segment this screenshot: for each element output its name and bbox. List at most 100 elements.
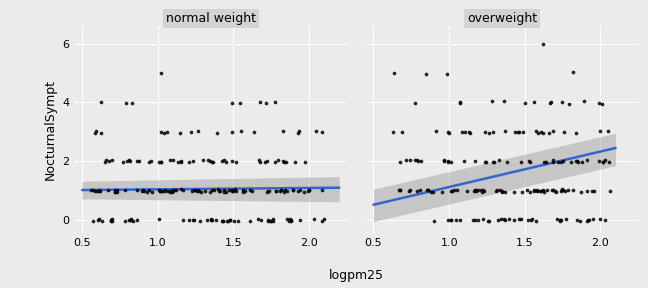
Point bbox=[502, 159, 513, 164]
Point bbox=[240, 189, 251, 193]
Point bbox=[275, 187, 286, 192]
Point bbox=[155, 189, 165, 193]
Point bbox=[480, 159, 491, 164]
Point bbox=[446, 159, 457, 164]
Point bbox=[165, 190, 175, 194]
Text: logpm25: logpm25 bbox=[329, 269, 384, 282]
Point bbox=[575, 219, 585, 223]
Point bbox=[588, 217, 598, 221]
Point bbox=[100, 160, 110, 165]
Point bbox=[156, 160, 167, 164]
Point bbox=[532, 187, 542, 192]
Point bbox=[220, 189, 231, 194]
Point bbox=[124, 217, 135, 222]
Point bbox=[138, 187, 148, 192]
Point bbox=[178, 188, 188, 192]
Point bbox=[255, 100, 266, 105]
Point bbox=[412, 189, 422, 193]
Point bbox=[95, 188, 105, 193]
Point bbox=[206, 217, 216, 222]
Point bbox=[169, 188, 179, 192]
Point bbox=[528, 187, 538, 192]
Point bbox=[455, 217, 465, 222]
Point bbox=[231, 189, 242, 194]
Point bbox=[597, 101, 607, 106]
Point bbox=[597, 160, 608, 164]
Point bbox=[249, 130, 260, 135]
Point bbox=[431, 129, 441, 133]
Point bbox=[555, 160, 566, 164]
Point bbox=[509, 190, 519, 194]
Point bbox=[279, 189, 290, 194]
Point bbox=[132, 188, 142, 192]
Point bbox=[156, 189, 167, 193]
Point bbox=[603, 128, 613, 133]
Point bbox=[227, 188, 237, 192]
Point bbox=[208, 160, 218, 164]
Point bbox=[94, 217, 104, 221]
Point bbox=[487, 160, 498, 164]
Point bbox=[499, 217, 509, 221]
Point bbox=[211, 130, 222, 135]
Point bbox=[273, 158, 283, 162]
Point bbox=[303, 187, 314, 192]
Point bbox=[189, 218, 200, 223]
Point bbox=[233, 218, 244, 223]
Point bbox=[525, 160, 535, 164]
Point bbox=[595, 129, 605, 133]
Point bbox=[488, 130, 498, 134]
Point bbox=[538, 188, 548, 192]
Point bbox=[557, 100, 567, 104]
Point bbox=[439, 158, 449, 162]
Point bbox=[527, 217, 537, 221]
Point bbox=[556, 188, 566, 193]
Point bbox=[553, 160, 564, 165]
Point bbox=[538, 41, 548, 46]
Point bbox=[443, 159, 454, 163]
Point bbox=[157, 189, 167, 194]
Point bbox=[175, 130, 185, 135]
Point bbox=[244, 187, 255, 192]
Point bbox=[281, 159, 291, 164]
Point bbox=[589, 189, 599, 194]
Point bbox=[189, 187, 200, 192]
Point bbox=[303, 189, 313, 194]
Point bbox=[119, 188, 130, 192]
Point bbox=[395, 160, 405, 164]
Point bbox=[261, 101, 272, 105]
Point bbox=[94, 189, 104, 194]
Point bbox=[445, 218, 456, 222]
Point bbox=[103, 188, 113, 193]
Point bbox=[545, 101, 555, 105]
Point bbox=[524, 158, 535, 163]
Point bbox=[464, 130, 474, 134]
Point bbox=[557, 188, 568, 193]
Point bbox=[230, 187, 240, 192]
Point bbox=[500, 190, 511, 194]
Point bbox=[415, 159, 426, 163]
Point bbox=[226, 101, 237, 105]
Point bbox=[478, 188, 488, 192]
Point bbox=[96, 130, 106, 135]
Point bbox=[582, 218, 592, 223]
Point bbox=[571, 130, 581, 135]
Point bbox=[277, 129, 288, 133]
Point bbox=[422, 188, 433, 193]
Point bbox=[270, 189, 281, 194]
Point bbox=[426, 190, 436, 194]
Point bbox=[106, 217, 117, 222]
Point bbox=[494, 158, 504, 162]
Point bbox=[552, 217, 562, 221]
Point bbox=[388, 130, 399, 135]
Point bbox=[317, 187, 327, 192]
Point bbox=[500, 129, 510, 134]
Point bbox=[225, 217, 235, 222]
Point bbox=[572, 158, 582, 163]
Point bbox=[286, 219, 296, 223]
Point bbox=[133, 159, 144, 163]
Point bbox=[445, 188, 456, 193]
Point bbox=[176, 187, 186, 192]
Point bbox=[478, 217, 489, 221]
Point bbox=[492, 188, 502, 193]
Point bbox=[491, 189, 501, 194]
